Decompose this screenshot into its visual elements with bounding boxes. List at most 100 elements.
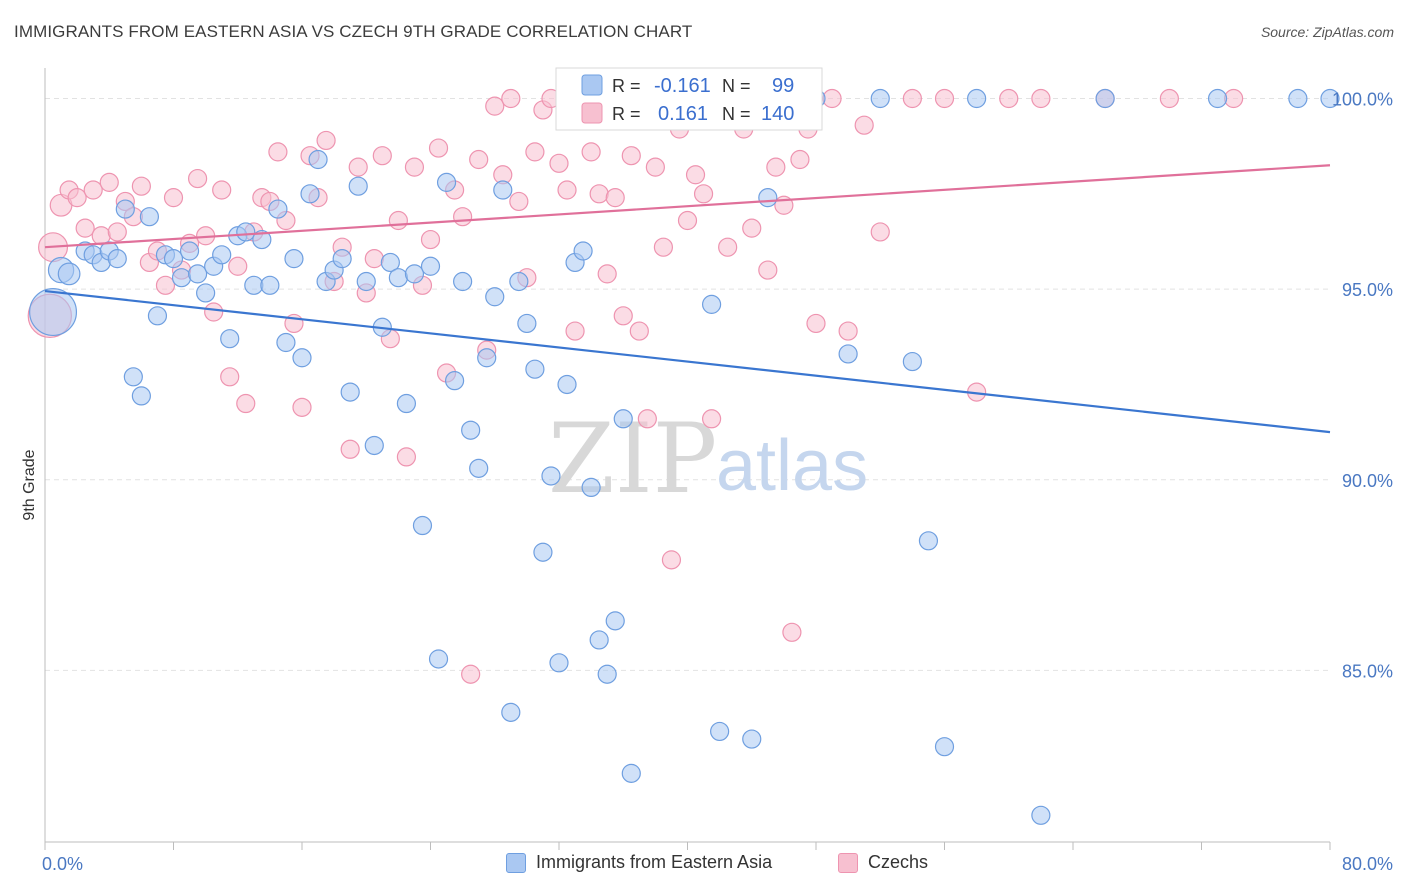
point-czechs <box>155 275 176 295</box>
point-czechs <box>693 184 714 204</box>
point-czechs <box>870 222 890 242</box>
point-czechs <box>292 397 312 417</box>
trend-lines <box>44 164 1331 434</box>
legend-swatch-eastern-asia <box>506 852 526 873</box>
point-eastern-asia <box>469 458 489 478</box>
point-eastern-asia <box>196 283 216 303</box>
point-czechs <box>613 306 633 326</box>
legend-n-value-blue: 99 <box>772 75 794 97</box>
point-eastern-asia <box>428 649 449 669</box>
point-czechs <box>340 439 360 459</box>
point-czechs <box>637 409 657 429</box>
point-czechs <box>67 188 87 208</box>
point-eastern-asia <box>742 729 762 749</box>
point-eastern-asia <box>276 332 296 353</box>
point-eastern-asia <box>517 313 537 334</box>
point-eastern-asia <box>934 737 955 757</box>
point-czechs <box>509 191 529 212</box>
point-eastern-asia <box>621 763 641 783</box>
y-tick-label: 85.0% <box>1342 661 1393 681</box>
x-tick-label: 80.0% <box>1342 854 1393 874</box>
point-eastern-asia <box>348 176 368 196</box>
point-eastern-asia <box>284 249 304 269</box>
point-eastern-asia <box>549 653 569 673</box>
point-eastern-asia <box>597 664 617 684</box>
point-czechs <box>782 622 802 642</box>
point-eastern-asia <box>1207 88 1228 109</box>
x-tick-label: 0.0% <box>42 854 83 874</box>
legend-swatch-blue <box>581 74 603 96</box>
point-czechs <box>268 142 288 162</box>
point-czechs <box>461 664 481 684</box>
y-tick-label: 90.0% <box>1342 471 1393 491</box>
point-eastern-asia <box>212 245 232 265</box>
point-eastern-asia <box>244 275 264 295</box>
point-eastern-asia <box>300 184 320 204</box>
legend-n-label-pink: N = <box>722 104 751 124</box>
point-czechs <box>236 393 256 414</box>
legend-item-eastern-asia: Immigrants from Eastern Asia <box>506 852 772 873</box>
point-eastern-asia <box>902 351 922 372</box>
point-czechs <box>822 88 842 109</box>
point-eastern-asia <box>525 359 545 379</box>
point-eastern-asia <box>292 348 312 368</box>
point-czechs <box>107 222 127 242</box>
point-czechs <box>854 115 874 135</box>
point-eastern-asia <box>485 287 505 307</box>
point-eastern-asia <box>115 199 135 219</box>
point-eastern-asia <box>1095 88 1115 109</box>
point-czechs <box>501 88 521 109</box>
trend-line-eastern-asia <box>44 289 1331 434</box>
watermark-zip: ZIP <box>548 403 717 515</box>
point-eastern-asia <box>29 288 78 337</box>
point-czechs <box>420 229 441 250</box>
legend-swatch-pink <box>581 102 603 124</box>
point-eastern-asia <box>477 348 497 368</box>
point-czechs <box>204 302 224 322</box>
x-tick-labels: 0.0% 80.0% <box>42 854 1393 874</box>
point-czechs <box>131 176 151 196</box>
point-czechs <box>525 142 545 162</box>
point-czechs <box>187 168 208 189</box>
point-eastern-asia <box>557 374 577 395</box>
legend-r-label-pink: R = <box>612 104 641 124</box>
point-czechs <box>999 88 1019 109</box>
point-czechs <box>469 149 489 170</box>
legend-swatch-czechs <box>838 852 858 873</box>
point-czechs <box>621 146 641 166</box>
point-czechs <box>1224 88 1244 109</box>
point-eastern-asia <box>123 367 143 387</box>
point-eastern-asia <box>147 306 168 326</box>
point-czechs <box>364 249 384 269</box>
point-eastern-asia <box>581 477 601 498</box>
point-eastern-asia <box>918 531 939 551</box>
legend-n-label-blue: N = <box>722 76 751 96</box>
point-czechs <box>629 321 649 341</box>
point-czechs <box>453 207 473 227</box>
point-czechs <box>742 218 762 238</box>
point-czechs <box>902 88 922 109</box>
point-eastern-asia <box>107 249 127 269</box>
point-czechs <box>581 142 601 162</box>
point-eastern-asia <box>364 435 384 456</box>
point-czechs <box>83 180 103 200</box>
y-tick-label: 95.0% <box>1342 280 1393 300</box>
point-czechs <box>758 260 778 280</box>
series-czechs-points <box>27 88 1244 684</box>
point-czechs <box>485 96 505 116</box>
point-eastern-asia <box>332 249 352 269</box>
legend-label-czechs: Czechs <box>868 852 929 872</box>
point-eastern-asia <box>838 344 858 364</box>
point-eastern-asia <box>1288 88 1308 109</box>
point-czechs <box>316 130 336 151</box>
point-eastern-asia <box>710 721 730 742</box>
point-eastern-asia <box>509 271 529 292</box>
point-eastern-asia <box>533 542 553 562</box>
point-eastern-asia <box>461 420 481 440</box>
point-czechs <box>163 188 184 208</box>
point-eastern-asia <box>453 271 473 292</box>
point-eastern-asia <box>179 241 200 261</box>
point-czechs <box>766 157 786 177</box>
point-czechs <box>645 157 665 177</box>
